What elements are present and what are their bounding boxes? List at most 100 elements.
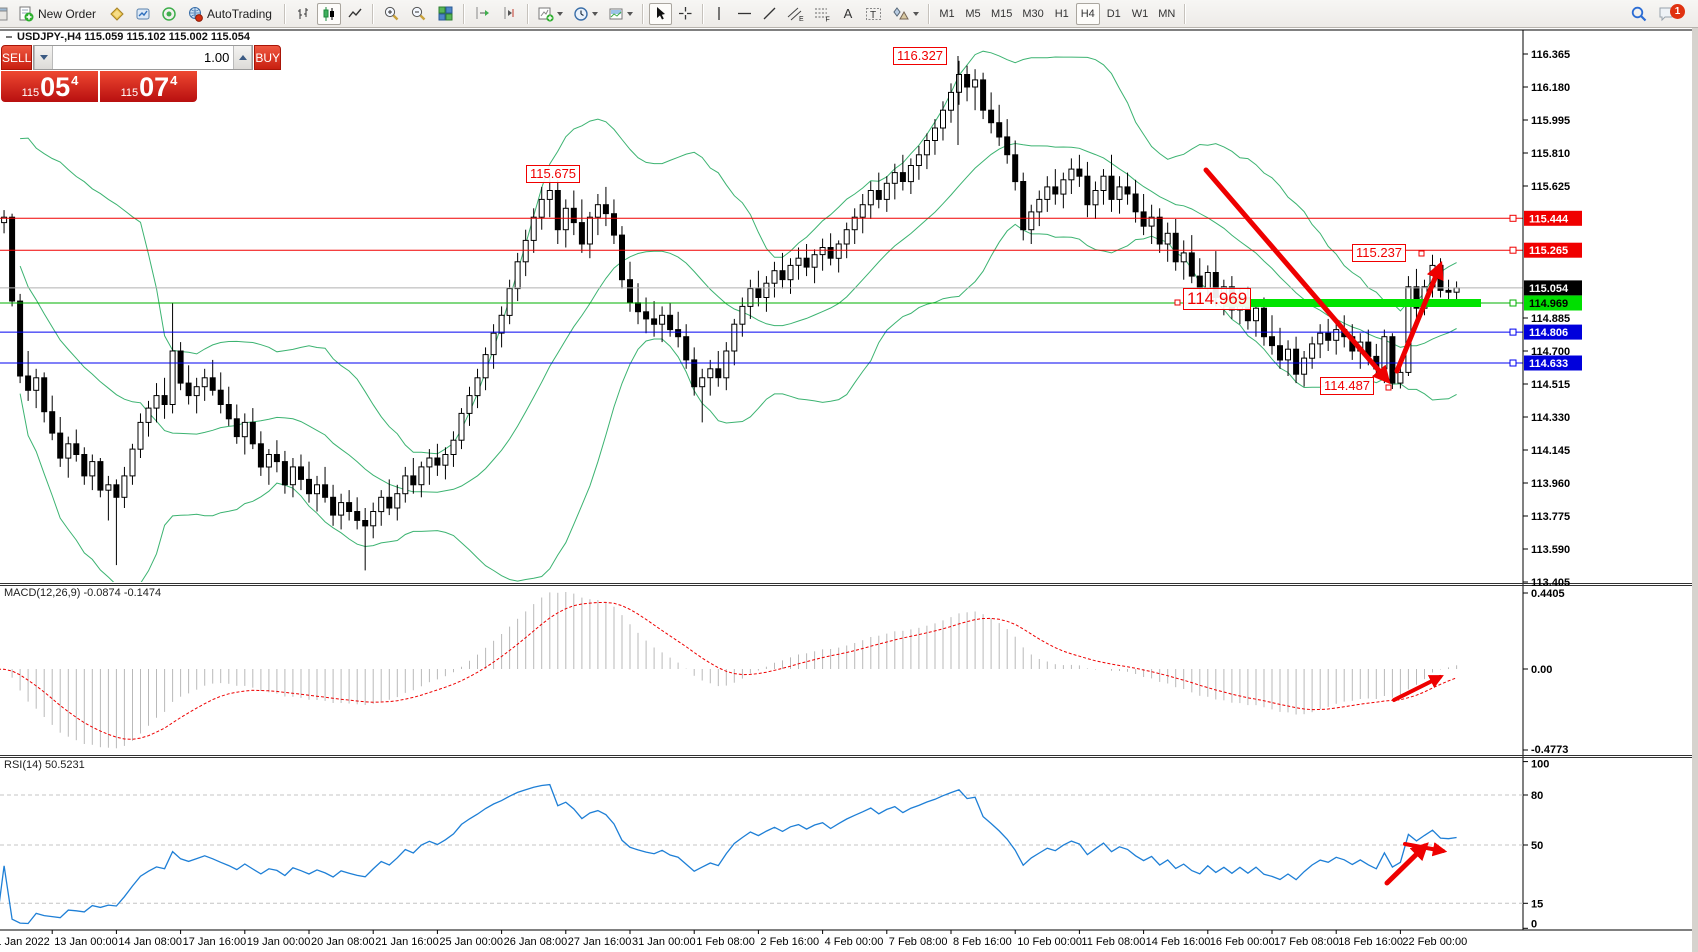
chevron-down-icon[interactable] xyxy=(912,11,919,16)
buy-button[interactable]: BUY xyxy=(254,45,282,70)
vline-tool-button[interactable] xyxy=(709,3,731,25)
tab-timeframe-h1[interactable]: H1 xyxy=(1054,7,1069,20)
chart-title-text: USDJPY-,H4 115.059 115.102 115.002 115.0… xyxy=(17,31,251,43)
svg-text:115.265: 115.265 xyxy=(1529,245,1568,257)
templates-icon xyxy=(609,8,623,19)
sell-price-prefix: 115 xyxy=(21,86,40,99)
chart-bars-icon xyxy=(297,7,308,19)
svg-text:113.590: 113.590 xyxy=(1531,544,1570,556)
tab-timeframe-h4[interactable]: H4 xyxy=(1075,2,1100,25)
svg-text:T: T xyxy=(870,10,876,21)
tile-windows-button[interactable] xyxy=(433,3,458,25)
cursor-tool-button[interactable] xyxy=(648,2,672,25)
profiles-button[interactable] xyxy=(105,3,129,25)
text-tool-button[interactable]: A xyxy=(843,6,853,21)
svg-text:115.444: 115.444 xyxy=(1529,213,1569,225)
buy-price-big: 07 xyxy=(139,72,170,103)
svg-text:25 Jan 00:00: 25 Jan 00:00 xyxy=(439,936,503,948)
search-button[interactable] xyxy=(1626,3,1652,25)
svg-text:14 Jan 08:00: 14 Jan 08:00 xyxy=(118,936,182,948)
price-label-4[interactable]: 114.487 xyxy=(1320,377,1375,395)
rsi-line xyxy=(0,783,1457,925)
crosshair-tool-button[interactable] xyxy=(674,3,697,25)
hline-tool-button[interactable] xyxy=(733,3,756,25)
tab-timeframe-w1[interactable]: W1 xyxy=(1131,7,1149,20)
volume-increase-button[interactable] xyxy=(233,46,253,69)
chevron-down-icon[interactable] xyxy=(591,11,598,16)
red-arrow-0[interactable] xyxy=(1203,167,1391,385)
svg-text:22 Feb 00:00: 22 Feb 00:00 xyxy=(1402,936,1467,948)
market-watch-button[interactable] xyxy=(131,3,155,25)
price-label-1[interactable]: 115.675 xyxy=(526,165,581,183)
chart-line-button[interactable] xyxy=(343,3,367,25)
chart-candles-button[interactable] xyxy=(316,2,341,25)
svg-text:0.4405: 0.4405 xyxy=(1531,588,1565,600)
horizontal-line-icon xyxy=(737,12,751,15)
red-arrow-4[interactable] xyxy=(1403,842,1448,857)
sell-price[interactable]: 115 05 4 xyxy=(1,71,98,102)
price-axis[interactable]: 116.365 116.180 115.995 115.810 115.625 114.8… xyxy=(1509,49,1582,589)
new-chart-button[interactable] xyxy=(534,3,567,25)
tab-timeframe-m5[interactable]: M5 xyxy=(965,7,981,20)
chart-shift-button[interactable] xyxy=(497,3,522,25)
svg-text:27 Jan 16:00: 27 Jan 16:00 xyxy=(568,936,632,948)
volume-input[interactable] xyxy=(53,46,234,69)
tab-timeframe-d1[interactable]: D1 xyxy=(1106,7,1121,20)
toolbar-separator xyxy=(526,3,529,24)
svg-text:8 Feb 16:00: 8 Feb 16:00 xyxy=(953,936,1012,948)
red-arrow-3[interactable] xyxy=(1384,842,1429,886)
sell-button[interactable]: SELL xyxy=(1,45,33,70)
fibonacci-tool-button[interactable]: F xyxy=(810,3,835,25)
tab-timeframe-m30[interactable]: M30 xyxy=(1022,7,1044,20)
svg-text:18 Feb 16:00: 18 Feb 16:00 xyxy=(1338,936,1403,948)
buy-price-prefix: 115 xyxy=(120,86,139,99)
tab-timeframe-m15[interactable]: M15 xyxy=(990,7,1013,20)
chart-candles-icon xyxy=(323,6,334,21)
tab-timeframe-mn[interactable]: MN xyxy=(1158,7,1176,20)
volume-decrease-button[interactable] xyxy=(34,46,54,69)
svg-text:116.180: 116.180 xyxy=(1531,82,1570,94)
channel-tool-button[interactable]: E xyxy=(783,3,808,25)
autotrading-button[interactable]: AutoTrading xyxy=(183,3,279,25)
price-label-2[interactable]: 115.237 xyxy=(1352,244,1407,262)
periods-button[interactable] xyxy=(569,3,602,25)
volume-box xyxy=(33,45,254,70)
new-chart-icon xyxy=(538,7,554,22)
svg-text:1 Feb 08:00: 1 Feb 08:00 xyxy=(696,936,755,948)
toolbar-separator xyxy=(927,3,930,24)
auto-scroll-button[interactable] xyxy=(470,3,495,25)
svg-text:113.775: 113.775 xyxy=(1531,511,1570,523)
chart-bars-button[interactable] xyxy=(291,3,315,25)
price-label-0[interactable]: 116.327 xyxy=(893,47,948,65)
chevron-down-icon[interactable] xyxy=(556,11,563,16)
window-icon xyxy=(0,3,12,25)
red-arrow-2[interactable] xyxy=(1392,675,1444,702)
notifications-button[interactable]: 1 xyxy=(1654,3,1689,25)
templates-button[interactable] xyxy=(604,3,637,25)
svg-text:11 Feb 08:00: 11 Feb 08:00 xyxy=(1081,936,1145,948)
chevron-down-icon[interactable] xyxy=(626,11,633,16)
green-highlight-bar[interactable] xyxy=(1223,299,1481,307)
signals-button[interactable] xyxy=(157,3,181,25)
zoom-in-button[interactable] xyxy=(379,3,404,25)
tab-timeframe-m1[interactable]: M1 xyxy=(939,7,955,20)
price-badge-114.633 xyxy=(1524,355,1582,371)
new-order-button[interactable]: New Order xyxy=(14,3,103,25)
signals-icon xyxy=(162,6,176,21)
red-arrow-1[interactable] xyxy=(1394,261,1444,374)
shapes-tool-button[interactable] xyxy=(888,3,923,25)
buy-price[interactable]: 115 07 4 xyxy=(100,71,197,102)
label-tool-button[interactable]: T xyxy=(861,3,886,25)
macd-histogram xyxy=(3,592,1458,749)
svg-text:115.625: 115.625 xyxy=(1531,181,1570,193)
price-label-3[interactable]: 114.969 xyxy=(1183,288,1252,311)
text-label-icon: T xyxy=(865,7,881,21)
svg-text:115.810: 115.810 xyxy=(1531,148,1570,160)
svg-text:11 Jan 2022: 11 Jan 2022 xyxy=(0,936,50,948)
svg-text:114.515: 114.515 xyxy=(1531,379,1570,391)
trendline-tool-button[interactable] xyxy=(758,3,781,25)
zoom-out-button[interactable] xyxy=(406,3,431,25)
profiles-icon xyxy=(110,6,124,21)
